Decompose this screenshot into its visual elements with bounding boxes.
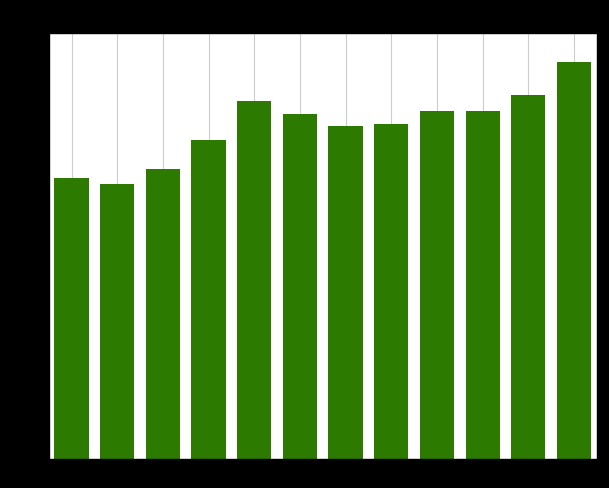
Bar — [283, 115, 317, 459]
Bar — [146, 169, 180, 459]
Bar — [374, 125, 409, 459]
Bar — [465, 111, 500, 459]
Bar — [511, 96, 546, 459]
Bar — [420, 111, 454, 459]
Bar — [54, 179, 89, 459]
Bar — [237, 102, 272, 459]
Bar — [100, 184, 135, 459]
Bar — [191, 140, 226, 459]
Bar — [557, 63, 591, 459]
Bar — [328, 127, 363, 459]
